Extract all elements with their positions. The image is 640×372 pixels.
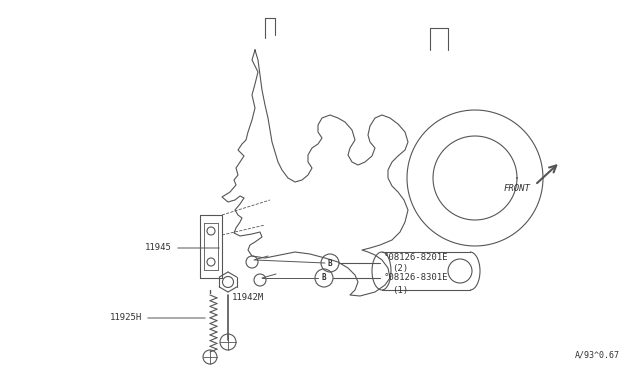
Text: °08126-8201E: °08126-8201E [384, 253, 449, 263]
Text: B: B [328, 259, 332, 267]
Text: A/93^0.67: A/93^0.67 [575, 351, 620, 360]
Text: (2): (2) [392, 263, 408, 273]
Text: 11942M: 11942M [232, 294, 264, 302]
Text: 11925H: 11925H [109, 314, 142, 323]
Text: °08126-8301E: °08126-8301E [384, 273, 449, 282]
Text: (1): (1) [392, 285, 408, 295]
Text: FRONT: FRONT [503, 183, 530, 192]
Text: B: B [322, 273, 326, 282]
Text: 11945: 11945 [145, 244, 172, 253]
